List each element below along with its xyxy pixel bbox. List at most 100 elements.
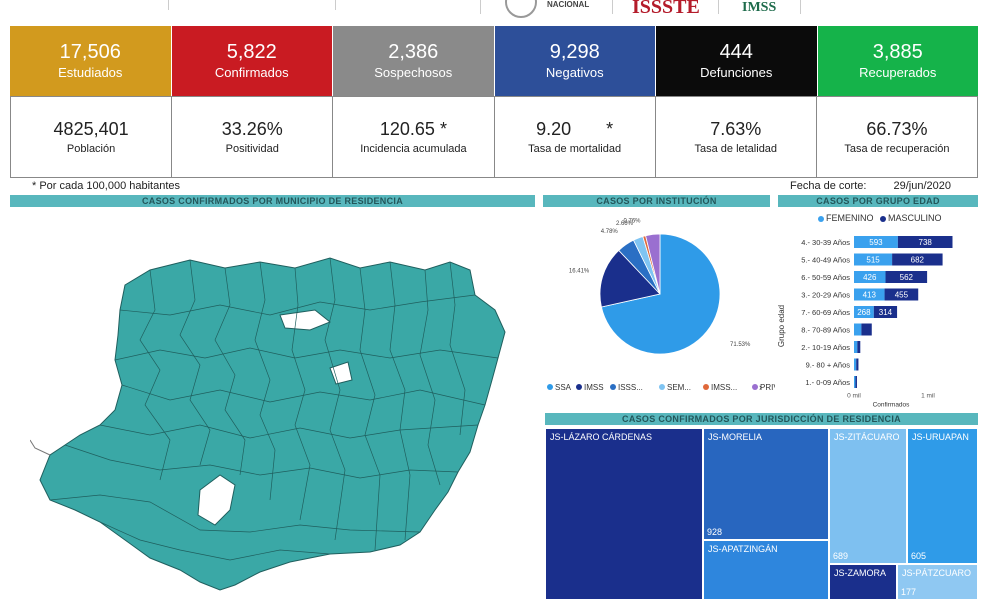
top-divider-4 [612, 0, 613, 14]
age-bar-femenino[interactable] [854, 236, 898, 248]
kpi-negativos: 9,298 Negativos [494, 26, 656, 96]
pie-legend-item[interactable]: IMSS [584, 383, 604, 392]
pie-slice-priv[interactable] [645, 233, 661, 295]
kpi-sospechosos: 2,386 Sospechosos [333, 26, 495, 96]
pie-slice-ssa[interactable] [600, 233, 721, 355]
age-bar-chart[interactable]: Grupo edad 4.- 30-39 Años 593 738 5.- 40-49 … [778, 226, 978, 412]
treemap-cell-value: 177 [901, 587, 917, 597]
treemap-cell-zamora[interactable]: JS-ZAMORA [829, 564, 897, 600]
kpi-label: Sospechosos [374, 65, 453, 80]
age-bar-femenino[interactable] [854, 306, 874, 318]
age-bar-femenino[interactable] [854, 253, 893, 266]
pie-legend-marker [659, 384, 665, 390]
age-bar-femenino[interactable] [854, 376, 856, 388]
treemap-cell-apatzingan[interactable]: JS-APATZINGÁN [703, 540, 829, 600]
legend-femenino-marker [818, 215, 824, 222]
treemap-cell-lazaro-cardenas[interactable]: JS-LÁZARO CÁRDENAS [545, 428, 703, 600]
treemap-cell-label: JS-URUAPAN [912, 432, 969, 442]
rate-value: 33.26% [221, 119, 283, 139]
age-row-label: 3.- 20-29 Años [801, 291, 850, 300]
treemap-cell-label: JS-ZAMORA [834, 568, 887, 578]
rate-value: 9.20 * [536, 119, 614, 139]
issste-logo: ISSSTE [632, 0, 700, 18]
age-x-tick: 0 mil [847, 393, 861, 400]
age-bar-value-masculino: 682 [911, 256, 925, 265]
top-divider-3 [480, 0, 481, 14]
pie-slice-label: 16.41% [569, 268, 590, 274]
rate-label: Positividad [225, 143, 279, 155]
pie-legend-item[interactable]: IMSS... [711, 383, 737, 392]
pie-legend-marker [547, 384, 553, 390]
age-section-header: CASOS POR GRUPO EDAD [778, 195, 978, 207]
treemap-cell-value: 928 [707, 527, 723, 537]
pie-legend-item[interactable]: SSA [555, 383, 572, 392]
pie-legend-marker [752, 384, 758, 390]
age-bar-masculino[interactable] [873, 306, 898, 318]
pie-legend-marker [703, 384, 709, 390]
cutoff-value: 29/jun/2020 [893, 180, 952, 192]
map-section-header: CASOS CONFIRMADOS POR MUNICIPIO DE RESID… [10, 195, 535, 207]
age-bar-femenino[interactable] [854, 288, 885, 301]
pie-legend-item[interactable]: SEM... [667, 383, 691, 392]
treemap-cell-label: JS-PÁTZCUARO [902, 568, 972, 578]
pie-legend-item[interactable]: PRIV... [760, 383, 775, 392]
age-bar-value-masculino: 455 [895, 291, 909, 300]
age-x-axis-label: Confirmados [873, 402, 911, 409]
kpi-label: Estudiados [58, 65, 123, 80]
age-bar-masculino[interactable] [857, 341, 861, 353]
pie-legend-item[interactable]: ISSS... [618, 383, 643, 392]
top-divider-5 [718, 0, 719, 14]
rate-label: Tasa de mortalidad [528, 143, 622, 155]
age-legend: FEMENINO MASCULINO [818, 213, 942, 223]
age-bar-value-femenino: 515 [866, 256, 880, 265]
age-bar-masculino[interactable] [885, 271, 928, 283]
age-bar-femenino[interactable] [854, 323, 862, 336]
kpi-label: Recuperados [859, 65, 937, 80]
age-row-label: 8.- 70-89 Años [801, 326, 850, 335]
legend-masculino: MASCULINO [888, 213, 942, 223]
rate-label: Tasa de recuperación [844, 143, 950, 155]
age-x-tick: 1 mil [921, 393, 935, 400]
michoacan-municipality-map[interactable] [30, 240, 520, 595]
map-enclave [197, 474, 236, 526]
nacional-label: NACIONAL [547, 0, 590, 9]
age-row-label: 9.- 80 + Años [806, 361, 851, 370]
pie-slice-imss[interactable] [599, 249, 661, 308]
age-y-axis-label: Grupo edad [778, 305, 786, 347]
age-bar-masculino[interactable] [884, 288, 919, 301]
treemap-cell-morelia[interactable]: JS-MORELIA 928 [703, 428, 829, 540]
institution-pie-chart[interactable]: 71.53% 16.41% 4.78% 2.66%0.76% SSA IMSS ISSS..… [545, 212, 775, 397]
pie-slice-label: 2.66% [616, 221, 634, 227]
age-bar-femenino[interactable] [854, 271, 886, 283]
age-row-label: 2.- 10-19 Años [801, 343, 850, 352]
age-bar-masculino[interactable] [861, 323, 872, 336]
map-lake-2 [329, 361, 353, 385]
treemap-cell-zitacuaro[interactable]: JS-ZITÁCUARO 689 [829, 428, 907, 564]
age-bar-masculino[interactable] [856, 358, 859, 371]
age-bar-femenino[interactable] [854, 341, 858, 353]
treemap-cell-uruapan[interactable]: JS-URUAPAN 605 [907, 428, 978, 564]
treemap-cell-label: JS-MORELIA [708, 432, 763, 442]
age-bar-masculino[interactable] [897, 236, 953, 248]
state-shape[interactable] [39, 257, 506, 591]
age-bar-masculino[interactable] [855, 376, 857, 388]
institution-section-header: CASOS POR INSTITUCIÓN [543, 195, 770, 207]
map-border-line [30, 439, 51, 456]
kpi-label: Confirmados [214, 65, 289, 80]
age-bar-femenino[interactable] [854, 358, 857, 371]
age-bar-value-masculino: 562 [900, 273, 914, 282]
jurisdiction-treemap[interactable]: JS-LÁZARO CÁRDENAS JS-MORELIA 928 JS-APA… [545, 428, 978, 600]
kpi-value: 17,506 [59, 41, 121, 63]
top-divider-6 [800, 0, 801, 14]
rate-recuperacion: 66.73% Tasa de recuperación [817, 97, 977, 177]
pie-legend-next-icon[interactable]: › [759, 382, 762, 392]
kpi-value: 2,386 [388, 41, 439, 63]
pie-slice-label: 4.78% [601, 229, 619, 235]
age-bar-masculino[interactable] [892, 253, 943, 266]
rate-positividad: 33.26% Positividad [172, 97, 334, 177]
top-divider-2 [335, 0, 336, 10]
age-row-label: 6.- 50-59 Años [801, 273, 850, 282]
age-bar-value-masculino: 314 [879, 308, 893, 317]
treemap-cell-patzcuaro[interactable]: JS-PÁTZCUARO 177 [897, 564, 978, 600]
age-row-label: 4.- 30-39 Años [801, 238, 850, 247]
